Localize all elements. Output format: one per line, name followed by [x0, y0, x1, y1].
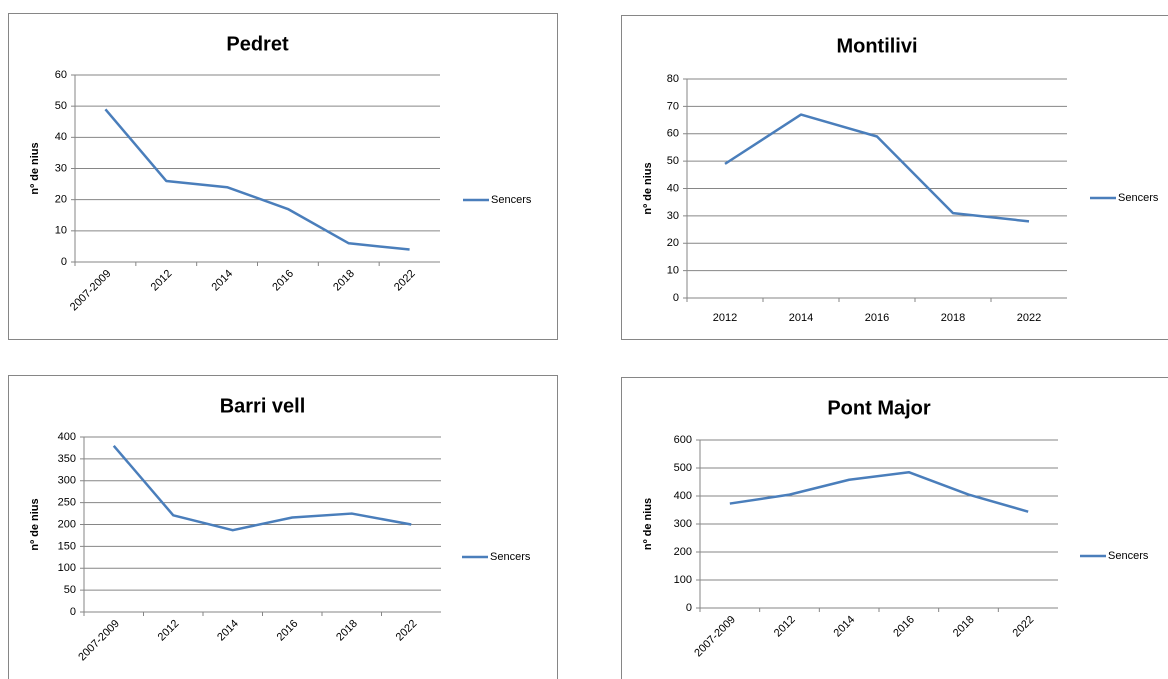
y-tick-label: 250: [58, 497, 76, 509]
chart-title: Pont Major: [827, 397, 931, 419]
chart-title: Pedret: [226, 33, 289, 55]
chart: Barri vell 0 50 100 150 200 250 300 350 400 nº de …: [8, 375, 558, 679]
chart-title: Montilivi: [836, 35, 917, 57]
y-tick-label: 50: [667, 155, 679, 167]
y-tick-label: 40: [667, 182, 679, 194]
y-tick-label: 600: [674, 434, 692, 446]
y-tick-label: 10: [55, 225, 67, 237]
legend-label: Sencers: [1118, 192, 1159, 204]
x-tick-label: 2014: [789, 312, 813, 324]
legend-label: Sencers: [1108, 550, 1149, 562]
x-tick-label: 2012: [713, 312, 737, 324]
y-tick-label: 30: [667, 210, 679, 222]
y-tick-label: 80: [667, 73, 679, 85]
x-tick-label: 2018: [941, 312, 965, 324]
y-tick-label: 10: [667, 265, 679, 277]
y-tick-label: 0: [70, 606, 76, 618]
y-tick-label: 20: [55, 194, 67, 206]
series-line: [112, 444, 412, 532]
y-axis-label: nº de nius: [29, 142, 41, 194]
series-line: [729, 470, 1029, 513]
y-tick-label: 300: [58, 475, 76, 487]
y-axis-label: nº de nius: [642, 162, 654, 214]
y-tick-label: 20: [667, 237, 679, 249]
y-tick-label: 400: [58, 431, 76, 443]
y-tick-label: 100: [674, 574, 692, 586]
legend-label: Sencers: [491, 194, 532, 206]
x-tick-label: 2022: [1017, 312, 1041, 324]
y-tick-label: 30: [55, 162, 67, 174]
y-tick-label: 0: [61, 256, 67, 268]
y-tick-label: 50: [55, 100, 67, 112]
y-tick-label: 70: [667, 100, 679, 112]
series-line: [724, 113, 1030, 223]
y-tick-label: 200: [58, 518, 76, 530]
y-tick-label: 0: [686, 602, 692, 614]
series-line: [104, 108, 410, 251]
chart: Montilivi 0 10 20 30 40 50 60 70 80 nº de nius 2012…: [621, 15, 1168, 340]
chart-frame: [8, 13, 558, 340]
y-tick-label: 60: [667, 128, 679, 140]
chart-frame: [621, 15, 1168, 340]
y-tick-label: 40: [55, 131, 67, 143]
chart-title: Barri vell: [220, 395, 306, 417]
chart-frame: [8, 375, 558, 679]
y-tick-label: 0: [673, 292, 679, 304]
legend-label: Sencers: [490, 551, 531, 563]
y-tick-label: 350: [58, 453, 76, 465]
y-tick-label: 60: [55, 69, 67, 81]
y-tick-label: 150: [58, 540, 76, 552]
chart-frame: [621, 377, 1168, 679]
y-tick-label: 400: [674, 490, 692, 502]
y-tick-label: 500: [674, 462, 692, 474]
y-axis-label: nº de nius: [642, 498, 654, 550]
y-axis-label: nº de nius: [29, 498, 41, 550]
y-tick-label: 50: [64, 584, 76, 596]
x-tick-label: 2016: [865, 312, 889, 324]
y-tick-label: 100: [58, 562, 76, 574]
y-tick-label: 200: [674, 546, 692, 558]
y-tick-label: 300: [674, 518, 692, 530]
